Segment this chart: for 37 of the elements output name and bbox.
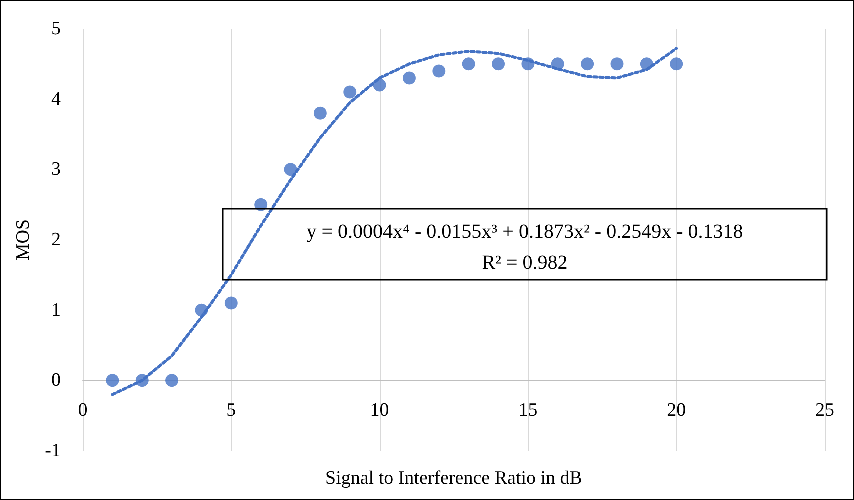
y-tick-label: 0 — [52, 370, 61, 392]
point — [284, 163, 298, 176]
line-series — [111, 47, 678, 396]
point — [402, 72, 416, 85]
point — [640, 58, 654, 71]
point — [195, 304, 208, 317]
point — [106, 374, 120, 388]
y-axis-title: MOS — [13, 219, 34, 261]
annotation: R² = 0.982 — [482, 252, 568, 274]
point — [551, 58, 564, 71]
point — [492, 58, 506, 71]
x-tick-label: 0 — [78, 400, 88, 421]
y-tick-label: 1 — [52, 300, 61, 321]
point — [136, 374, 149, 388]
point — [344, 86, 357, 99]
y-tick-label: 2 — [52, 230, 61, 250]
x-tick-label: 15 — [518, 400, 538, 421]
point — [432, 64, 446, 78]
y-tick-label: -1 — [45, 440, 61, 462]
point — [373, 78, 386, 92]
y-tick-label: 4 — [52, 88, 62, 110]
point — [670, 58, 684, 71]
annotation: y = 0.0004x⁴ - 0.0155x³ + 0.1873x² - 0.2549x - 0.1318 — [306, 221, 744, 243]
point — [314, 106, 327, 120]
x-tick-label: 25 — [816, 400, 834, 421]
point — [166, 374, 179, 388]
point — [522, 58, 535, 71]
point — [224, 296, 238, 310]
x-tick-label: 5 — [226, 400, 236, 421]
point — [581, 58, 594, 71]
y-tick-label: 3 — [52, 159, 61, 180]
point — [610, 58, 624, 71]
y-tick-label: 5 — [52, 18, 61, 40]
x-tick-label: 20 — [667, 400, 686, 421]
x-axis-title: Signal to Interference Ratio in dB — [326, 468, 582, 489]
x-tick-label: 10 — [370, 400, 390, 421]
point — [462, 58, 476, 71]
